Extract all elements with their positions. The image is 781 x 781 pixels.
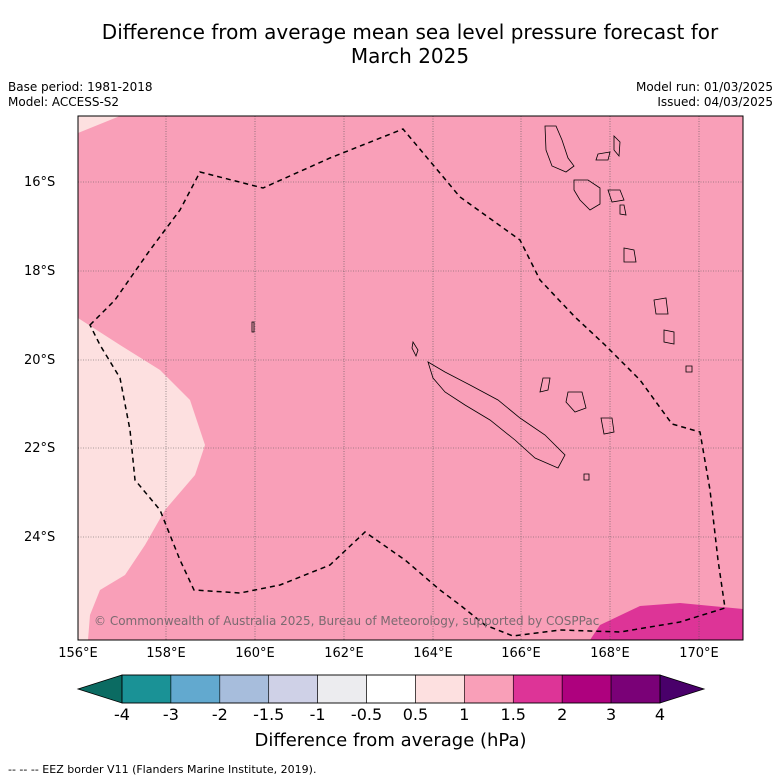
efate-coast [623, 247, 637, 263]
colorbar-box-1 [170, 674, 221, 704]
colorbar-tick-11: 4 [654, 705, 666, 724]
map-title: Difference from average mean sea level p… [0, 20, 781, 68]
colorbar-label: Difference from average (hPa) [254, 730, 527, 751]
colorbar-box-3 [268, 674, 318, 704]
eez-legend-note: -- -- -- EEZ border V11 (Flanders Marine… [8, 763, 317, 776]
colorbar-extend-min [76, 674, 123, 704]
anomaly-0.5-1-region-west [78, 318, 205, 640]
espiritu-santo-coast [544, 125, 575, 173]
ouvea-coast [539, 377, 551, 393]
new-caledonia-coast [427, 361, 566, 469]
graticule [78, 116, 743, 640]
colorbar-tick-7: 1 [459, 705, 470, 724]
lon-label-162e: 162°E [324, 646, 364, 661]
coastlines [251, 125, 693, 481]
lon-label-156e: 156°E [58, 646, 98, 661]
colorbar-box-4 [317, 674, 367, 704]
belep-islands-coast [411, 340, 419, 358]
tanna-coast [663, 329, 675, 345]
title-line-2: March 2025 [350, 44, 470, 68]
colorbar-tick-3: -1.5 [253, 705, 285, 724]
malakula-coast [573, 179, 601, 211]
colorbar-tick-1: -3 [162, 705, 179, 724]
issued-date: Issued: 04/03/2025 [657, 95, 773, 109]
lat-label-22s: 22°S [24, 441, 56, 456]
colorbar-outline [121, 674, 661, 704]
title-line-1: Difference from average mean sea level p… [101, 20, 719, 44]
colorbar-box-6 [415, 674, 465, 704]
lifou-coast [565, 391, 587, 413]
copyright-notice: © Commonwealth of Australia 2025, Bureau… [94, 614, 600, 628]
lon-label-170e: 170°E [679, 646, 719, 661]
lat-label-24s: 24°S [24, 530, 56, 545]
lon-label-166e: 166°E [501, 646, 541, 661]
lat-label-16s: 16°S [24, 175, 56, 190]
map-area [78, 116, 743, 640]
ambae-coast [595, 151, 611, 161]
maewo-coast [613, 135, 621, 158]
colorbar-tick-4: -1 [309, 705, 326, 724]
colorbar-box-7 [464, 674, 514, 704]
eez-border [89, 128, 726, 637]
colorbar-box-8 [512, 674, 563, 704]
epi-coast [619, 204, 627, 216]
lon-label-160e: 160°E [235, 646, 275, 661]
colorbar [76, 674, 706, 704]
colorbar-extend-max [659, 674, 706, 704]
colorbar-box-0 [121, 674, 172, 704]
aneityum-coast [685, 365, 693, 373]
lat-label-20s: 20°S [24, 353, 56, 368]
colorbar-box-2 [219, 674, 270, 704]
chesterfield-islands-coast [251, 321, 255, 333]
colorbar-tick-5: -0.5 [350, 705, 383, 724]
isle-of-pines-coast [583, 473, 590, 481]
colorbar-tick-10: 3 [605, 705, 617, 724]
anomaly-1-1.5-region [78, 116, 743, 640]
ambrym-coast [607, 189, 625, 203]
mare-coast [600, 417, 615, 435]
model-run: Model run: 01/03/2025 [635, 80, 773, 94]
lon-label-158e: 158°E [146, 646, 186, 661]
colorbar-tick-8: 1.5 [500, 705, 526, 724]
meta-right: Model run: 01/03/2025 Issued: 04/03/2025 [636, 80, 773, 110]
erromango-coast [653, 297, 669, 315]
colorbar-tick-2: -2 [211, 705, 228, 724]
colorbar-tick-0: -4 [114, 705, 130, 724]
anomaly-0.5-1-region-north [78, 116, 120, 133]
anomaly-1.5-2-region [590, 603, 743, 640]
model-name: Model: ACCESS-S2 [8, 95, 120, 109]
base-period: Base period: 1981-2018 [8, 80, 153, 94]
lon-label-168e: 168°E [590, 646, 630, 661]
colorbar-box-10 [610, 674, 661, 704]
lat-label-18s: 18°S [24, 264, 56, 279]
colorbar-tick-6: 0.5 [402, 705, 429, 724]
colorbar-box-5 [366, 674, 416, 704]
map-frame [77, 115, 744, 641]
colorbar-box-9 [561, 674, 612, 704]
colorbar-tick-9: 2 [557, 705, 568, 724]
lon-label-164e: 164°E [413, 646, 453, 661]
meta-left: Base period: 1981-2018 Model: ACCESS-S2 [8, 80, 153, 110]
